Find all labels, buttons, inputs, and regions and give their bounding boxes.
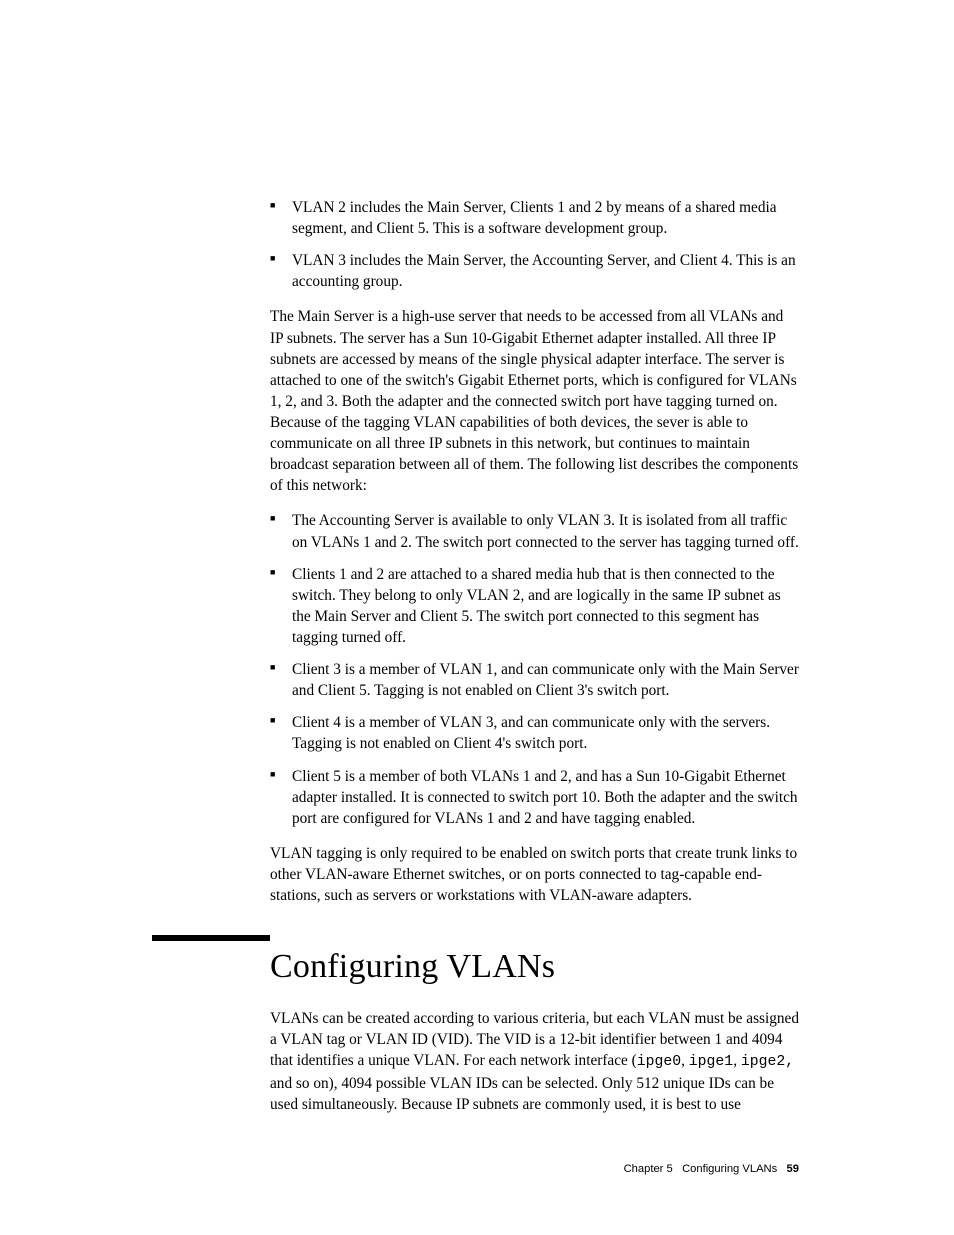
list-item: Client 4 is a member of VLAN 3, and can … xyxy=(270,712,799,754)
footer-chapter: Chapter 5 xyxy=(624,1163,673,1175)
page-content: VLAN 2 includes the Main Server, Clients… xyxy=(0,0,954,1115)
section-rule xyxy=(152,935,270,941)
page-footer: Chapter 5 Configuring VLANs 59 xyxy=(624,1163,799,1175)
text-run: and so on), 4094 possible VLAN IDs can b… xyxy=(270,1075,774,1113)
text-run: , xyxy=(733,1052,741,1069)
list-item: VLAN 3 includes the Main Server, the Acc… xyxy=(270,250,799,292)
list-item: Client 5 is a member of both VLANs 1 and… xyxy=(270,766,799,829)
body-paragraph: VLAN tagging is only required to be enab… xyxy=(270,843,799,906)
list-item: Client 3 is a member of VLAN 1, and can … xyxy=(270,659,799,701)
code-literal: ipge1 xyxy=(689,1054,733,1070)
list-item: The Accounting Server is available to on… xyxy=(270,510,799,552)
list-item: VLAN 2 includes the Main Server, Clients… xyxy=(270,197,799,239)
footer-page-number: 59 xyxy=(787,1163,799,1175)
list-item: Clients 1 and 2 are attached to a shared… xyxy=(270,564,799,648)
code-literal: ipge2, xyxy=(741,1054,794,1070)
body-paragraph: The Main Server is a high-use server tha… xyxy=(270,306,799,496)
footer-title: Configuring VLANs xyxy=(682,1163,777,1175)
body-paragraph: VLANs can be created according to variou… xyxy=(270,1008,799,1115)
mid-bullet-list: The Accounting Server is available to on… xyxy=(270,510,799,828)
code-literal: ipge0 xyxy=(637,1054,681,1070)
top-bullet-list: VLAN 2 includes the Main Server, Clients… xyxy=(270,197,799,292)
text-run: , xyxy=(681,1052,689,1069)
section-heading: Configuring VLANs xyxy=(270,948,799,986)
